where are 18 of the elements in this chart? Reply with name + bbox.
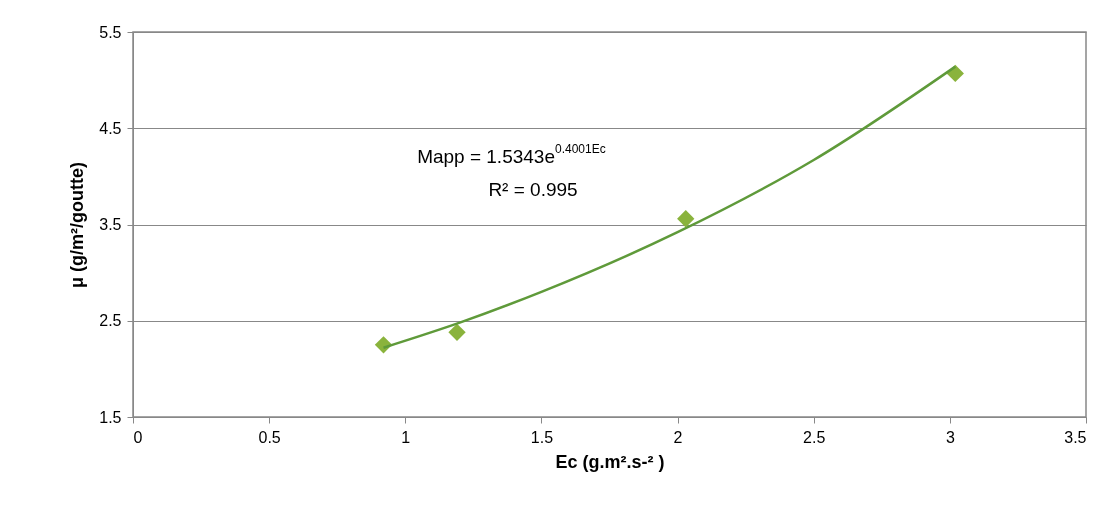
annotation: R² = 0.995 — [488, 179, 578, 200]
y-axis-title: μ (g/m²/goutte) — [67, 162, 88, 288]
point — [448, 323, 466, 341]
x-tick-label: 0.5 — [258, 428, 281, 446]
x-axis-title: Ec (g.m².s-² ) — [555, 451, 665, 472]
y-tick-label: 4.5 — [99, 119, 122, 137]
x-tick-label: 3.5 — [1064, 428, 1087, 446]
y-tick-label: 3.5 — [99, 216, 122, 233]
y-tick-label: 2.5 — [99, 312, 122, 330]
x-tick-label: 0 — [133, 428, 143, 446]
x-tick-label: 1.5 — [530, 428, 554, 446]
x-tick-label: 1 — [401, 428, 411, 446]
y-tick-label: 5.5 — [99, 23, 122, 41]
x-tick-label: 2 — [673, 428, 683, 446]
point — [677, 210, 695, 228]
x-tick-label: 3 — [945, 428, 955, 446]
x-tick-label: 2.5 — [803, 428, 826, 446]
y-tick-label: 1.5 — [99, 408, 122, 426]
